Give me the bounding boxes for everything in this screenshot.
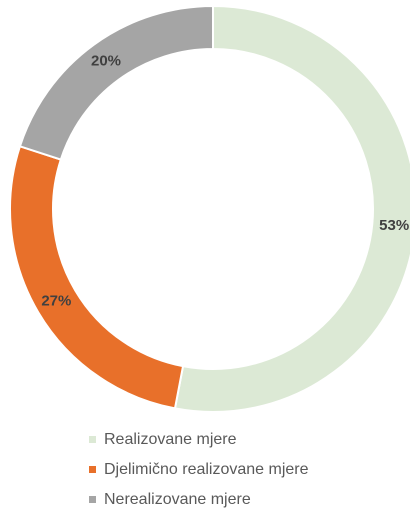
legend-label: Nerealizovane mjere [104,491,251,508]
data-label: 20% [91,53,121,70]
legend-marker [89,466,96,473]
donut-segment [173,4,410,413]
data-label: 27% [41,293,71,310]
legend-label: Realizovane mjere [104,431,237,448]
legend-marker [89,436,96,443]
donut-segment [18,4,214,161]
donut-segment [9,145,185,410]
data-label: 53% [379,217,409,234]
legend-label: Djelimično realizovane mjere [104,461,309,478]
legend-marker [89,496,96,503]
